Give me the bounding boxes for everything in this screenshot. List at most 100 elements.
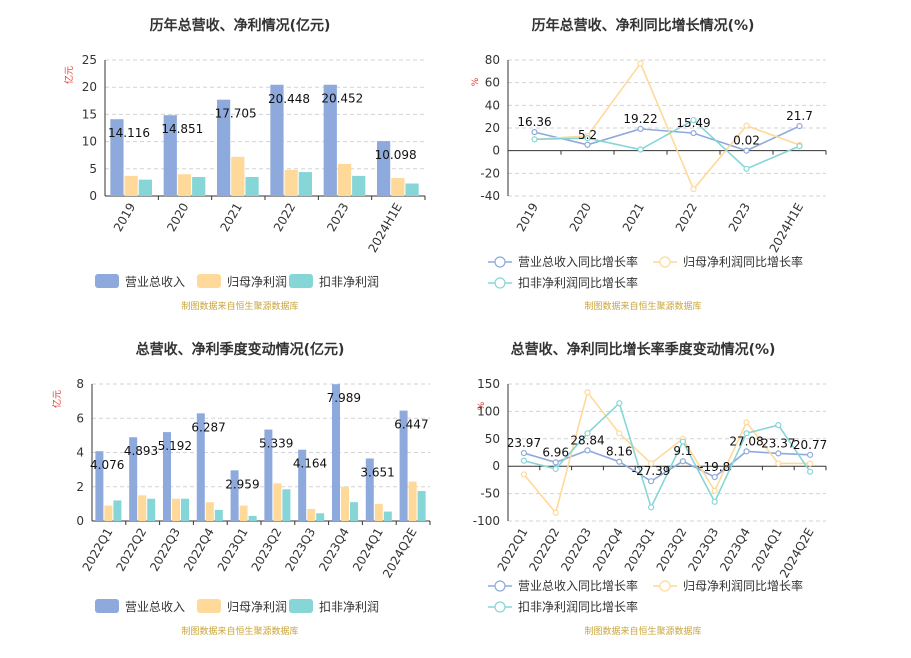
line-data-label: 6.96 [542,445,569,459]
line-data-label: 19.22 [623,112,657,126]
y-tick-label: 6 [76,411,84,425]
bar-revenue [110,119,124,196]
x-tick-label: 2023Q3 [282,526,318,574]
y-tick-label: 20 [82,80,97,94]
bar-deducted-profit [181,498,190,521]
bar-net-profit [239,505,248,521]
x-tick-label: 2022Q1 [495,526,531,574]
series-point [690,116,697,124]
y-axis-unit-label: 亿元 [51,390,63,408]
bar-data-label: 6.447 [394,418,428,432]
y-tick-label: 100 [477,404,500,418]
bar-data-label: 10.098 [375,148,417,162]
x-tick-label: 2022Q4 [590,526,626,574]
x-tick-label: 2019 [514,201,541,234]
y-tick-label: 5 [89,162,97,176]
bar-data-label: 20.452 [321,92,363,106]
series-point [552,509,559,516]
bar-deducted-profit [298,172,312,196]
x-tick-label: 2021 [620,201,647,234]
series-line-3 [534,119,800,170]
legend-label: 扣非净利润同比增长率 [518,275,638,290]
bar-deducted-profit [316,513,325,521]
x-tick-label: 2022Q1 [80,526,116,574]
series-point [743,147,750,154]
series-point [584,389,591,396]
bar-data-label: 5.339 [259,437,293,451]
series-point [775,422,782,429]
y-tick-label: 25 [82,53,97,67]
bar-revenue [217,99,231,196]
series-point [743,122,750,129]
bar-deducted-profit [405,183,419,196]
y-tick-label: 80 [485,53,500,67]
y-tick-label: -40 [480,189,500,203]
series-line-1 [534,125,800,152]
series-point [647,478,655,485]
bar-revenue [196,413,205,521]
series-point [637,125,644,132]
line-data-label: 0.02 [733,134,760,148]
bar-revenue [95,451,104,521]
series-point [711,473,718,481]
bar-deducted-profit [248,515,257,521]
y-tick-label: -20 [480,166,500,180]
bar-net-profit [391,178,405,196]
bar-revenue [264,429,273,521]
series-point [796,143,803,150]
legend-marker [494,601,506,613]
legend-label: 扣非净利润同比增长率 [518,599,638,614]
y-tick-label: 0 [76,514,84,528]
bar-revenue [399,410,408,521]
bar-data-label: 17.705 [215,107,257,121]
y-tick-label: 15 [82,107,97,121]
bar-data-label: 14.116 [108,126,150,140]
series-line-1 [523,449,811,483]
series-point [584,430,591,437]
chart-title-3: 总营收、净利季度变动情况(亿元) [136,341,345,358]
y-tick-label: 50 [485,432,500,446]
x-tick-label: 2020 [164,201,191,234]
line-data-label: -19.8 [699,460,730,474]
bar-data-label: 3.651 [360,465,394,479]
y-axis-unit-label: % [477,401,487,410]
bar-revenue [365,458,374,521]
line-data-label: 27.08 [729,434,763,448]
line-data-label: 16.36 [517,115,551,129]
chart-title-2: 历年总营收、净利同比增长情况(%) [532,17,755,34]
bar-deducted-profit [352,175,366,196]
line-data-label: 21.7 [786,109,813,123]
bar-revenue [323,84,337,196]
series-point [584,447,591,454]
legend-label: 营业总收入 [125,600,185,614]
legend-label: 营业总收入 [125,275,185,289]
line-data-label: 20.77 [793,438,827,452]
series-point [806,451,814,458]
legend-swatch [289,599,313,613]
legend-label: 归母净利润同比增长率 [683,254,803,269]
bar-revenue [162,432,171,521]
bar-net-profit [138,495,147,521]
bar-net-profit [231,156,245,196]
series-point [531,129,538,136]
series-point [637,146,644,153]
legend-label: 营业总收入同比增长率 [518,578,638,593]
bar-deducted-profit [245,176,259,196]
y-tick-label: 20 [485,121,500,135]
y-tick-label: 8 [76,377,84,391]
series-point [743,419,750,426]
line-data-label: 23.37 [761,436,795,450]
line-data-label: 5.2 [578,128,597,142]
legend-marker [494,277,506,289]
bar-data-label: 14.851 [161,122,203,136]
x-tick-label: 2024H1E [365,201,405,255]
legend-marker [659,256,671,268]
series-point [806,468,814,475]
series-line-2 [523,390,811,515]
bar-deducted-profit [350,502,359,521]
chart-title-4: 总营收、净利同比增长率季度变动情况(%) [511,341,776,358]
bar-deducted-profit [113,500,122,521]
bar-data-label: 7.989 [327,391,361,405]
series-point [616,458,623,465]
